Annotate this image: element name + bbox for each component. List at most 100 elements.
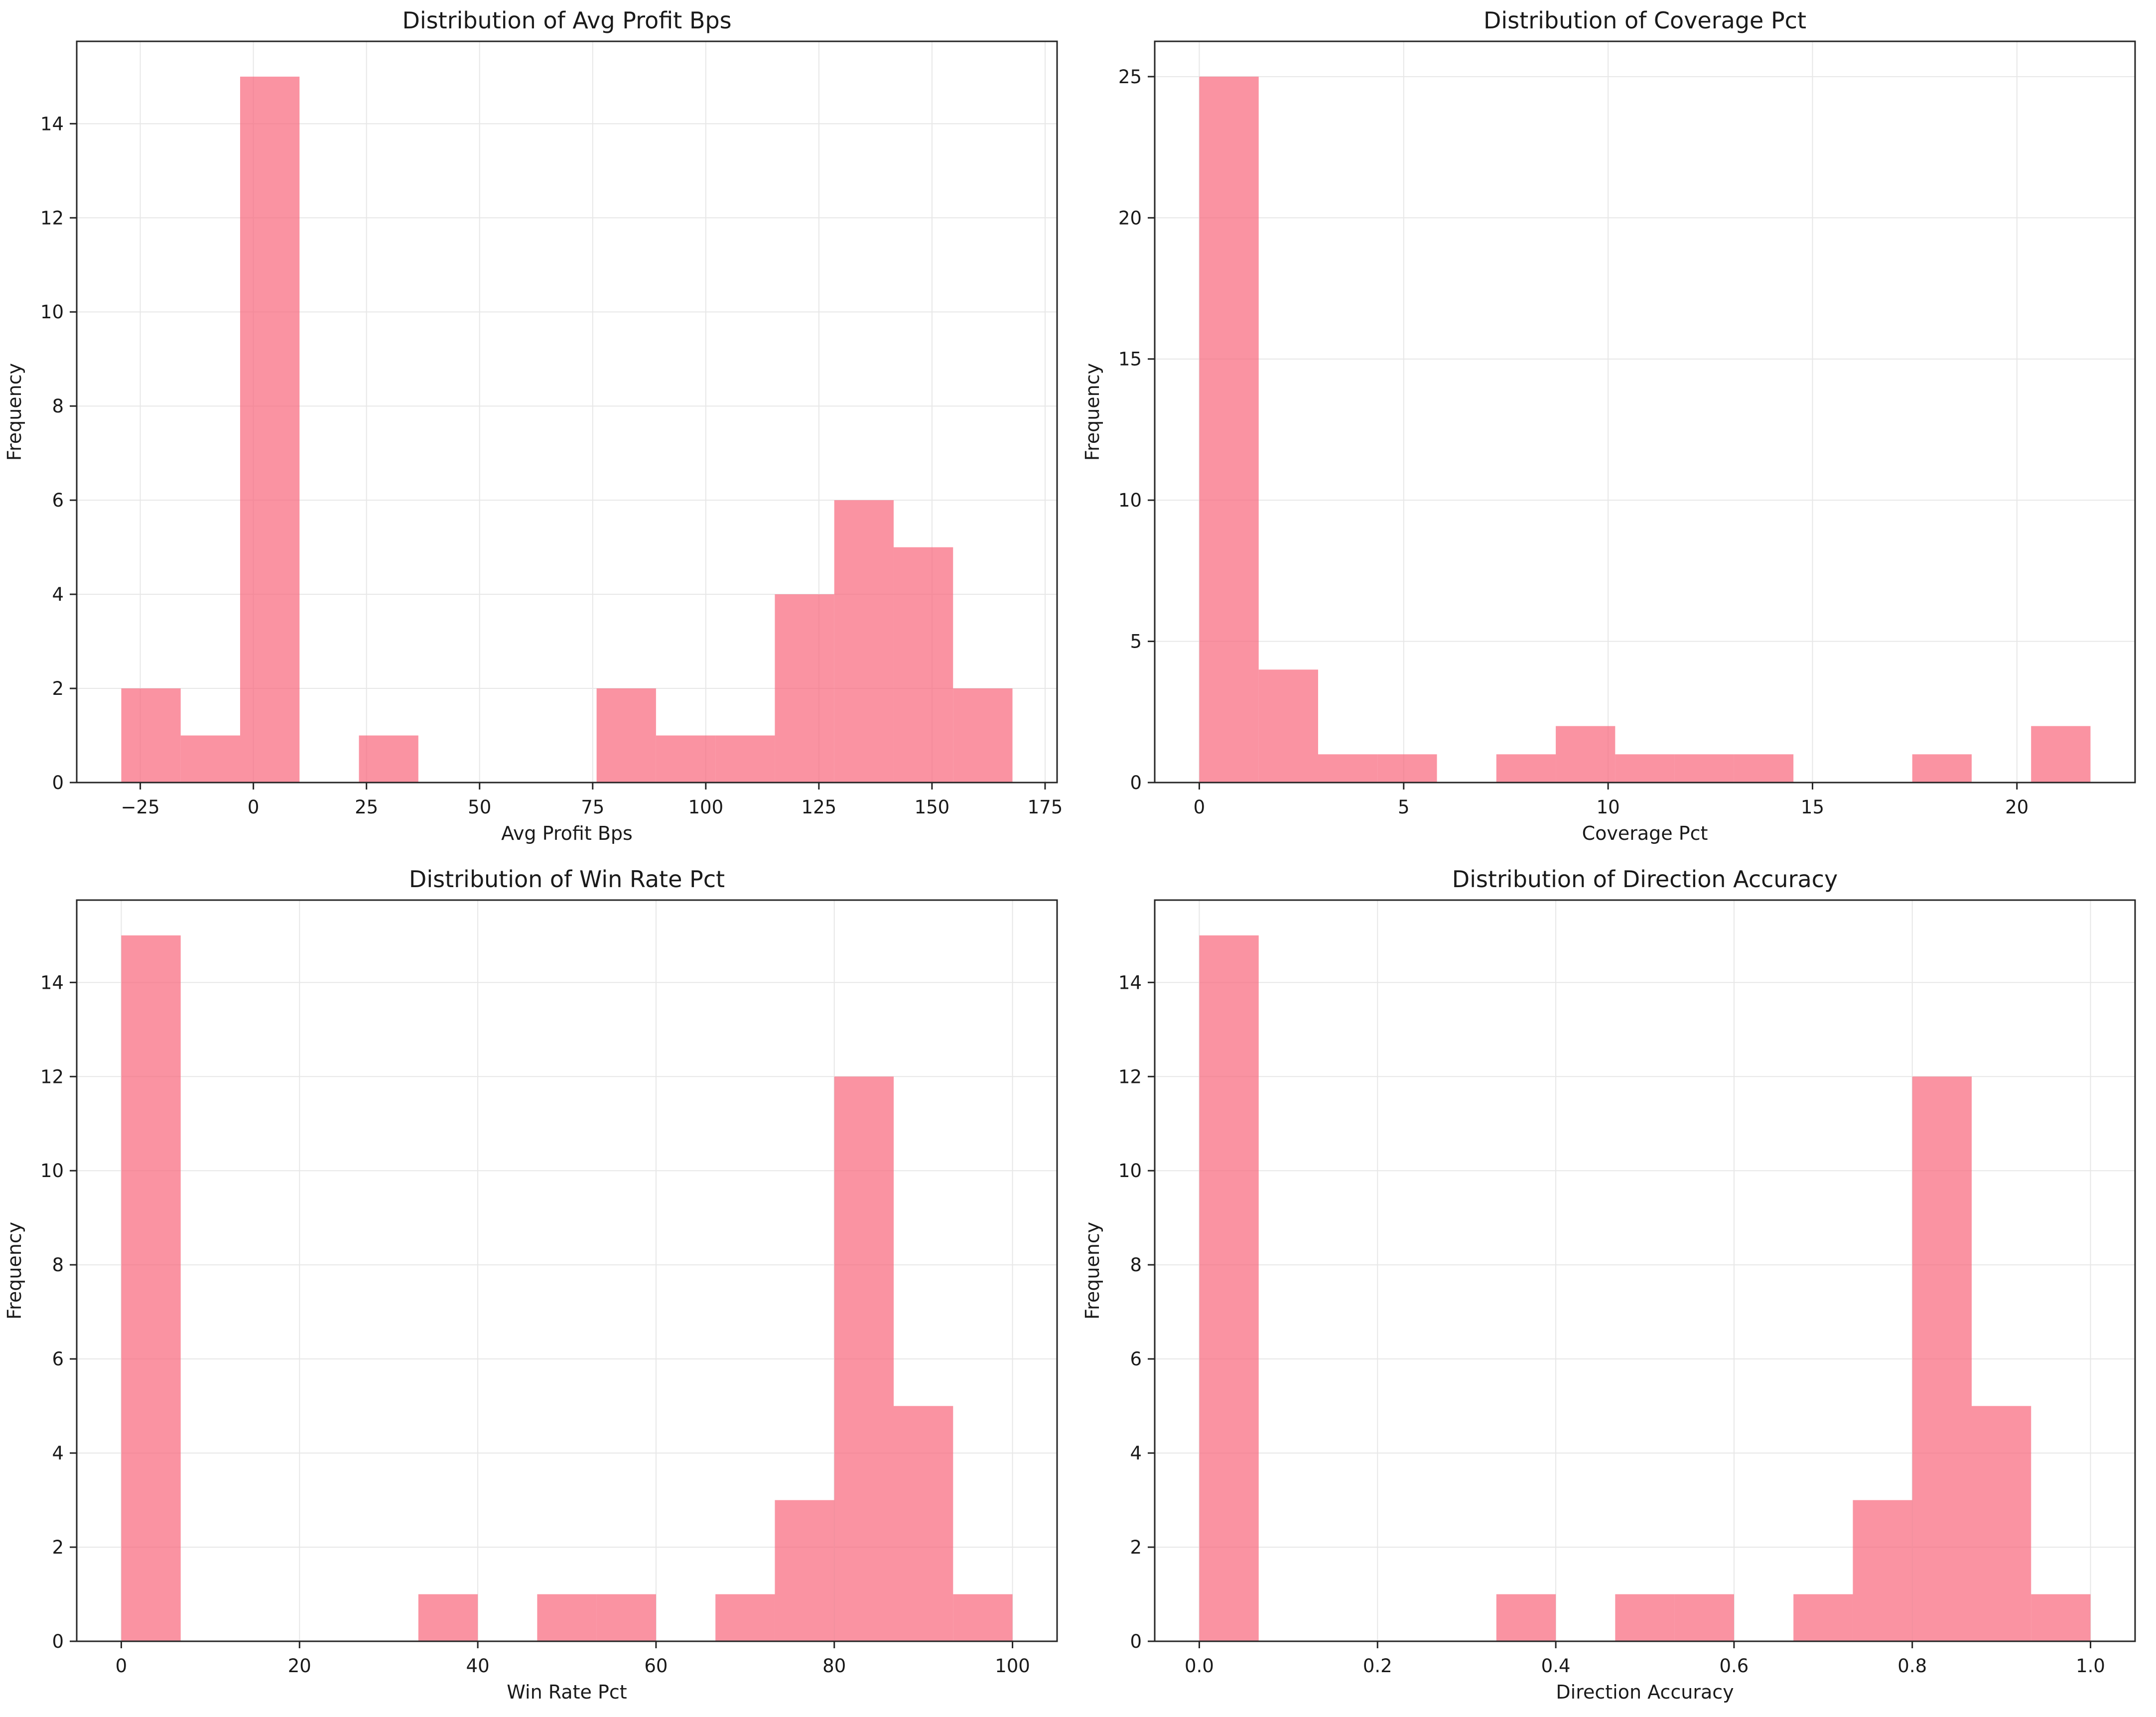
y-tick-label: 0 bbox=[1130, 1631, 1142, 1652]
y-axis-label: Frequency bbox=[3, 363, 25, 461]
chart-coverage-pct: 0 5 10 15 20 0 5 10 15 20 25 Distribution of Covera… bbox=[1078, 0, 2156, 859]
x-tick-label: 175 bbox=[1028, 796, 1063, 818]
x-tick-label: 10 bbox=[1597, 796, 1620, 818]
y-tick-label: 14 bbox=[1118, 972, 1142, 993]
histogram-bar bbox=[1674, 754, 1734, 783]
chart-direction-accuracy: 0.0 0.2 0.4 0.6 0.8 1.0 0 2 4 6 8 10 12 14 Distributio… bbox=[1078, 859, 2156, 1717]
x-tick-label: 40 bbox=[466, 1655, 490, 1677]
x-tick-label: 80 bbox=[822, 1655, 846, 1677]
chart-title: Distribution of Coverage Pct bbox=[1483, 7, 1806, 34]
chart-coverage-pct-canvas: 0 5 10 15 20 0 5 10 15 20 25 Distribution of Covera… bbox=[1081, 7, 2136, 844]
x-tick-label: 1.0 bbox=[2076, 1655, 2105, 1677]
histogram-bar bbox=[834, 1076, 894, 1641]
x-tick-label: 75 bbox=[581, 796, 604, 818]
histogram-bar bbox=[1734, 754, 1794, 783]
axes-spines bbox=[76, 899, 1058, 1642]
y-tick-label: 10 bbox=[1118, 490, 1142, 511]
histogram-bar bbox=[775, 1500, 834, 1641]
axes-spines bbox=[1154, 899, 2136, 1642]
y-tick-label: 6 bbox=[52, 490, 64, 511]
histogram-bar bbox=[715, 1594, 775, 1641]
y-tick-label: 14 bbox=[40, 113, 64, 134]
x-tick-label: 0.4 bbox=[1541, 1655, 1571, 1677]
histogram-bar bbox=[1615, 1594, 1675, 1641]
y-tick-label: 10 bbox=[40, 1160, 64, 1182]
y-tick-label: 8 bbox=[52, 396, 64, 417]
y-tick-label: 12 bbox=[40, 207, 64, 229]
histogram-bar bbox=[656, 735, 716, 783]
x-tick-label: 0.0 bbox=[1185, 1655, 1214, 1677]
histogram-bar bbox=[953, 688, 1013, 783]
x-tick-label: 15 bbox=[1801, 796, 1824, 818]
y-tick-label: 4 bbox=[1130, 1443, 1142, 1464]
y-tick-label: 6 bbox=[1130, 1348, 1142, 1370]
x-tick-label: 0 bbox=[1194, 796, 1206, 818]
histogram-bar bbox=[2031, 726, 2091, 783]
histogram-bar bbox=[1912, 1076, 1972, 1641]
histogram-bar bbox=[240, 76, 300, 783]
histogram-bar bbox=[1615, 754, 1675, 783]
histogram-bar bbox=[180, 735, 240, 783]
x-tick-label: 150 bbox=[915, 796, 950, 818]
y-tick-label: 8 bbox=[52, 1254, 64, 1276]
axes-spines bbox=[76, 40, 1058, 784]
x-tick-label: 0 bbox=[116, 1655, 128, 1677]
x-tick-label: 100 bbox=[688, 796, 723, 818]
histogram-bar bbox=[121, 935, 181, 1641]
chart-avg-profit-bps: −25 0 25 50 75 100 125 150 175 0 2 4 6 8 10 12 14 Distrib… bbox=[0, 0, 1078, 859]
x-tick-label: −25 bbox=[121, 796, 160, 818]
y-tick-label: 15 bbox=[1118, 349, 1142, 370]
histogram-bar bbox=[1912, 754, 1972, 783]
y-tick-label: 10 bbox=[1118, 1160, 1142, 1182]
histogram-bar bbox=[418, 1594, 478, 1641]
x-axis-label: Coverage Pct bbox=[1582, 822, 1708, 844]
histogram-bar bbox=[596, 1594, 656, 1641]
y-tick-label: 6 bbox=[52, 1348, 64, 1370]
y-axis-label: Frequency bbox=[1081, 1221, 1103, 1319]
chart-title: Distribution of Direction Accuracy bbox=[1452, 866, 1838, 893]
x-tick-label: 0 bbox=[248, 796, 260, 818]
histogram-bar bbox=[596, 688, 656, 783]
y-tick-label: 2 bbox=[1130, 1537, 1142, 1558]
histogram-bar bbox=[1199, 76, 1259, 783]
y-tick-label: 5 bbox=[1130, 631, 1142, 653]
y-tick-label: 25 bbox=[1118, 66, 1142, 88]
y-axis-label: Frequency bbox=[3, 1221, 25, 1319]
histogram-bar bbox=[121, 688, 181, 783]
x-tick-label: 50 bbox=[468, 796, 491, 818]
histogram-bar bbox=[1258, 669, 1318, 783]
histogram-bar bbox=[1377, 754, 1437, 783]
histogram-bar bbox=[775, 594, 834, 783]
histogram-bar bbox=[2031, 1594, 2091, 1641]
y-tick-label: 0 bbox=[52, 1631, 64, 1652]
plot-area bbox=[1155, 41, 2135, 783]
x-axis-label: Direction Accuracy bbox=[1556, 1681, 1734, 1703]
histogram-bar bbox=[1674, 1594, 1734, 1641]
y-tick-label: 12 bbox=[1118, 1066, 1142, 1087]
y-tick-label: 4 bbox=[52, 1443, 64, 1464]
chart-win-rate-pct-canvas: 0 20 40 60 80 100 0 2 4 6 8 10 12 14 Distribution of W… bbox=[3, 866, 1058, 1703]
histogram-bar bbox=[1199, 935, 1259, 1641]
y-axis-label: Frequency bbox=[1081, 363, 1103, 461]
histogram-bar bbox=[1793, 1594, 1853, 1641]
x-axis-label: Avg Profit Bps bbox=[501, 822, 633, 844]
y-tick-label: 0 bbox=[1130, 772, 1142, 793]
histogram-bar bbox=[715, 735, 775, 783]
x-tick-label: 0.8 bbox=[1897, 1655, 1927, 1677]
chart-win-rate-pct: 0 20 40 60 80 100 0 2 4 6 8 10 12 14 Distribution of W… bbox=[0, 859, 1078, 1717]
x-tick-label: 25 bbox=[355, 796, 378, 818]
histogram-bar bbox=[1496, 754, 1556, 783]
y-tick-label: 10 bbox=[40, 301, 64, 323]
histogram-bar bbox=[834, 500, 894, 783]
histogram-bar bbox=[1556, 726, 1616, 783]
chart-title: Distribution of Win Rate Pct bbox=[409, 866, 725, 893]
x-tick-label: 100 bbox=[995, 1655, 1030, 1677]
x-tick-label: 0.6 bbox=[1719, 1655, 1749, 1677]
y-tick-label: 0 bbox=[52, 772, 64, 793]
histogram-bar bbox=[359, 735, 418, 783]
y-tick-label: 2 bbox=[52, 1537, 64, 1558]
y-tick-label: 2 bbox=[52, 678, 64, 699]
y-tick-label: 12 bbox=[40, 1066, 64, 1087]
x-tick-label: 5 bbox=[1398, 796, 1410, 818]
